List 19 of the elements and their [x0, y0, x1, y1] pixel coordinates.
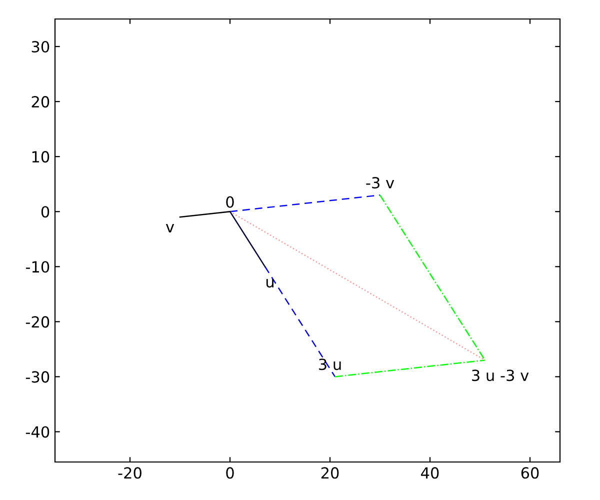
x-tick-label: 60 [521, 467, 539, 479]
y-tick-label: -40 [26, 426, 50, 438]
annotation: 0 [226, 196, 234, 208]
y-tick-label: 10 [32, 151, 50, 163]
annotation: u [266, 278, 274, 288]
x-tick-label: 0 [226, 467, 234, 479]
annotation: -3 v [366, 176, 394, 189]
y-tick-label: 20 [32, 96, 50, 108]
y-tick-label: 30 [32, 40, 50, 53]
y-tick-label: -20 [26, 316, 50, 328]
x-tick-label: -20 [118, 467, 142, 479]
annotation: v [166, 224, 174, 232]
y-tick-label: -10 [26, 261, 50, 273]
x-tick-label: 20 [321, 467, 339, 479]
annotation: 3 u [319, 358, 341, 370]
y-tick-label: -30 [26, 371, 50, 383]
annotation: 3 u -3 v [472, 370, 529, 382]
x-tick-label: 40 [421, 467, 439, 479]
y-tick-label: 0 [41, 206, 50, 218]
